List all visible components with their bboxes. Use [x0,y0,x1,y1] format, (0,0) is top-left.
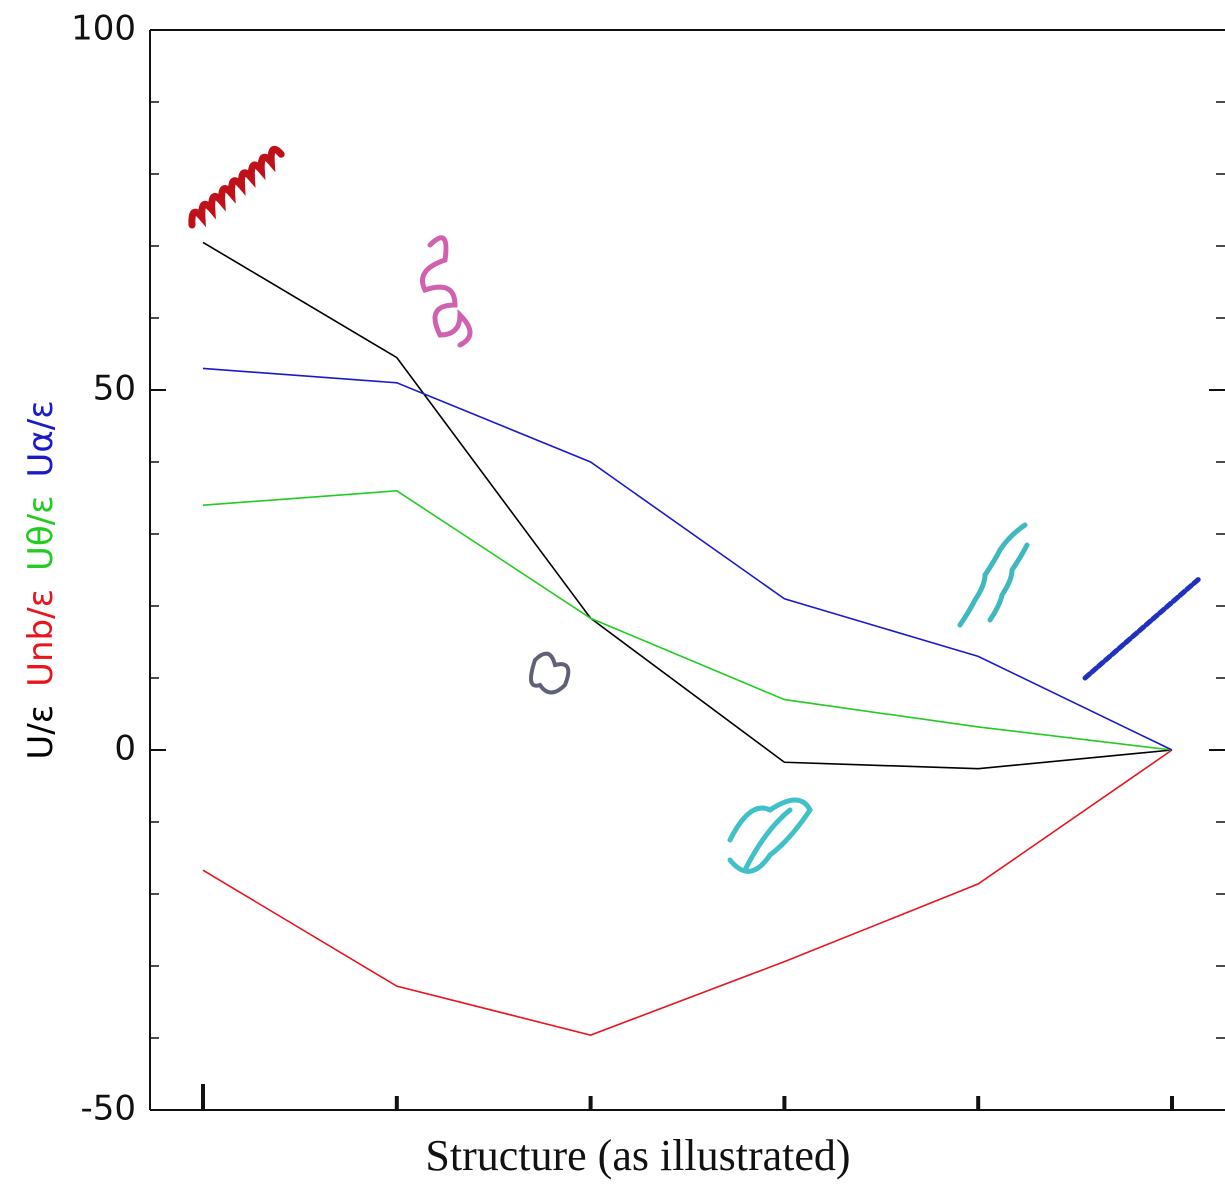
series-line [202,489,1173,751]
y-tick-label: -50 [80,1089,136,1129]
y-tick-label: 100 [71,9,136,49]
series-line [202,241,1173,770]
helix-red [188,145,285,229]
y-tick-label: 50 [93,369,136,409]
series-line [202,749,1173,1036]
y-label-part: Unb/ε [21,589,61,687]
y-label-part: Uα/ε [21,400,61,477]
protein-illustrations [188,145,1203,874]
y-axis-label: U/ε Unb/ε Uθ/ε Uα/ε [21,400,61,759]
strand-blue [1082,575,1203,681]
protein-pink [420,235,473,348]
protein-gray [529,651,571,695]
x-axis-label: Structure (as illustrated) [425,1131,850,1180]
protein-cyan-hairpin [957,522,1030,628]
y-label-part: Uθ/ε [21,496,61,572]
series-line [202,367,1173,751]
protein-cyan-sheet [727,797,813,874]
y-label-part: U/ε [21,705,61,760]
y-tick-label: 0 [114,729,136,769]
